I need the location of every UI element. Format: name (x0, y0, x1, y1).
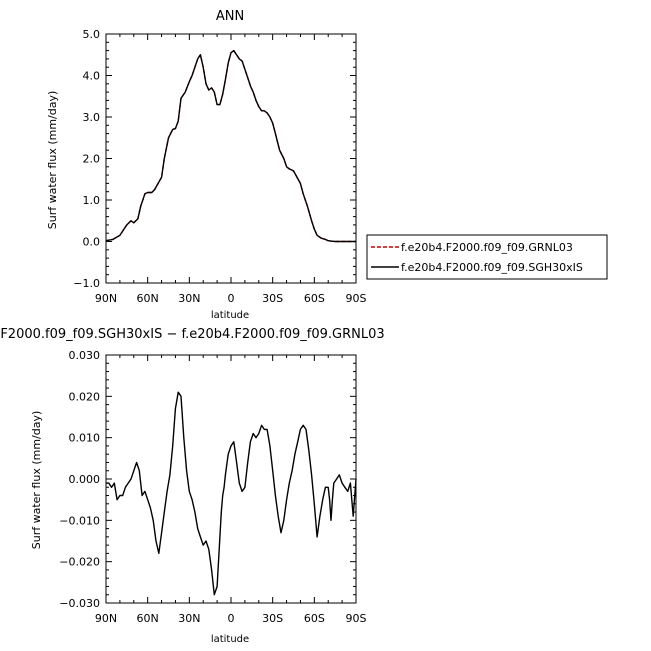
top-y-axis-label: Surf water flux (mm/day) (46, 91, 59, 230)
legend-label-grnl03: f.e20b4.F2000.f09_f09.GRNL03 (401, 241, 573, 254)
bottom-series-line-0 (106, 391, 357, 596)
bottom-y-axis-label: Surf water flux (mm/day) (30, 411, 43, 550)
bottom-chart-title: f.e20b4.F2000.f09_f09.SGH30xIS − f.e20b4… (0, 327, 385, 342)
bottom-x-tick-label-2: 30N (178, 612, 200, 625)
bottom-y-tick-label-0: −0.030 (59, 597, 100, 610)
bottom-x-tick-label-6: 90S (346, 612, 367, 625)
top-plot-frame (105, 33, 357, 284)
bottom-y-tick-label-1: −0.020 (59, 556, 100, 569)
top-y-tick-label-6: 5.0 (83, 28, 101, 41)
top-series-line-1 (105, 49, 356, 243)
bottom-x-tick-label-4: 30S (262, 612, 283, 625)
top-y-tick-label-4: 3.0 (83, 111, 101, 124)
legend-label-sgh30xis: f.e20b4.F2000.f09_f09.SGH30xIS (401, 261, 583, 274)
top-x-tick-label-5: 60S (304, 292, 325, 305)
bottom-y-tick-label-3: 0.000 (69, 473, 101, 486)
top-x-tick-label-0: 90N (95, 292, 117, 305)
bottom-x-axis-label: latitude (211, 634, 249, 645)
top-y-tick-label-5: 4.0 (83, 70, 101, 83)
bottom-x-tick-label-3: 0 (228, 612, 235, 625)
top-chart-panel: ANN 90N 60N 30N 0 30S 60S 90S −1.0 0.0 1.0 2.0 3.0 4… (46, 9, 367, 321)
legend-box (366, 234, 608, 280)
top-x-tick-label-4: 30S (262, 292, 283, 305)
bottom-plot-frame (105, 354, 357, 604)
top-x-tick-label-1: 60N (137, 292, 159, 305)
top-x-tick-label-2: 30N (178, 292, 200, 305)
bottom-y-tick-label-6: 0.030 (69, 349, 101, 362)
top-y-tick-label-1: 0.0 (83, 236, 101, 249)
top-x-axis-label: latitude (211, 310, 249, 321)
top-y-tick-label-0: −1.0 (73, 277, 100, 290)
top-y-tick-label-2: 1.0 (83, 194, 101, 207)
bottom-chart-panel: f.e20b4.F2000.f09_f09.SGH30xIS − f.e20b4… (0, 327, 385, 645)
legend: f.e20b4.F2000.f09_f09.GRNL03 f.e20b4.F20… (366, 234, 608, 280)
bottom-y-tick-label-2: −0.010 (59, 514, 100, 527)
top-x-tick-label-6: 90S (346, 292, 367, 305)
top-x-tick-label-3: 0 (228, 292, 235, 305)
bottom-y-tick-label-4: 0.010 (69, 432, 101, 445)
top-series-line-0 (105, 49, 356, 243)
bottom-x-tick-label-5: 60S (304, 612, 325, 625)
bottom-x-tick-label-0: 90N (95, 612, 117, 625)
top-chart-title: ANN (216, 9, 244, 24)
bottom-y-tick-label-5: 0.020 (69, 390, 101, 403)
bottom-x-tick-label-1: 60N (137, 612, 159, 625)
top-y-tick-label-3: 2.0 (83, 153, 101, 166)
